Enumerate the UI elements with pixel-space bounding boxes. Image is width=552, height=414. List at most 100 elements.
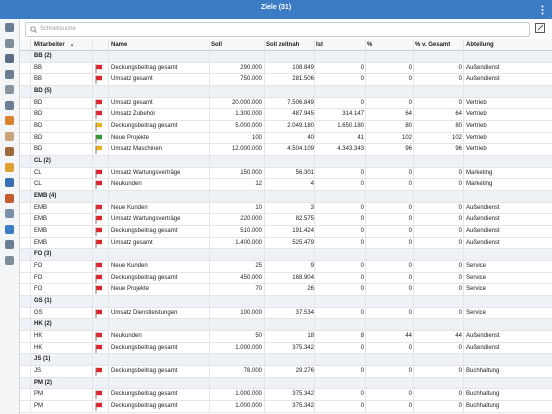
cell: BD: [34, 146, 43, 153]
cell: 9: [310, 263, 314, 270]
cell: 0: [408, 64, 412, 71]
cell: 0: [458, 309, 462, 316]
column-header[interactable]: %: [367, 42, 373, 48]
data-row[interactable]: BD Umsatz Zubehör 1.300.000 487.945 314.147 6…: [20, 109, 552, 121]
column-header[interactable]: Mitarbeiter: [34, 42, 65, 48]
cell: Neue Projekte: [111, 286, 150, 293]
data-row[interactable]: GS Umsatz Dienstleistungen 100.000 37.534 0 0…: [20, 308, 552, 320]
column-header[interactable]: Ist: [316, 42, 324, 48]
menu-button[interactable]: [541, 5, 544, 15]
cell: HK: [34, 344, 43, 351]
data-row[interactable]: FO Neue Projekte 70 26 0 0 0 Service: [20, 284, 552, 297]
cell: Service: [466, 274, 487, 281]
data-row[interactable]: EMB Umsatz Wartungsverträge 220.000 82.575 0…: [20, 214, 552, 227]
cell: 0: [360, 263, 364, 270]
nav-icon[interactable]: [5, 209, 14, 218]
data-row[interactable]: FO Neue Kunden 25 9 0 0 0 Service: [20, 261, 552, 273]
nav-icon[interactable]: [5, 255, 14, 265]
cell: Service: [466, 263, 487, 270]
cell: 450.000: [240, 274, 262, 281]
cell: 525.479: [292, 239, 314, 246]
column-header[interactable]: Name: [111, 42, 128, 48]
cell: Umsatz Wartungsverträge: [111, 216, 181, 223]
data-row[interactable]: BD Neue Projekte 100 40 41 102 102 Vertrieb: [20, 133, 552, 145]
cell: 100: [251, 134, 262, 141]
cell: Umsatz gesamt: [111, 99, 153, 106]
cell: 0: [408, 228, 412, 235]
nav-icon[interactable]: [5, 147, 14, 156]
nav-icon[interactable]: [5, 162, 14, 172]
data-row[interactable]: JS Deckungsbeitrag gesamt 78.000 29.276 0 0 0 B…: [20, 366, 552, 378]
cell: Buchhaltung: [466, 391, 500, 398]
expand-button[interactable]: [535, 23, 545, 33]
data-row[interactable]: PM Deckungsbeitrag gesamt 1.000.000 375.342…: [20, 401, 552, 413]
cell: Umsatz gesamt: [111, 76, 153, 83]
nav-icon[interactable]: [5, 69, 14, 79]
cell: Außendienst: [466, 228, 500, 235]
column-header[interactable]: % v. Gesamt: [415, 42, 451, 48]
cell: FO: [34, 286, 43, 293]
cell: 0: [458, 99, 462, 106]
column-divider: [108, 39, 109, 413]
data-row[interactable]: EMB Deckungsbeitrag gesamt 510.000 191.424 0…: [20, 226, 552, 238]
cell: PM: [34, 403, 43, 410]
nav-icon[interactable]: [5, 240, 14, 249]
status-flag: [95, 390, 102, 400]
cell: Buchhaltung: [466, 403, 500, 410]
data-row[interactable]: HK Deckungsbeitrag gesamt 1.000.000 375.342…: [20, 343, 552, 355]
column-header[interactable]: Soll: [211, 42, 223, 48]
data-row[interactable]: BB Umsatz gesamt 750.000 281.506 0 0 0 Außendie…: [20, 74, 552, 86]
cell: 0: [458, 344, 462, 351]
data-row[interactable]: CL Neukunden 12 4 0 0 0 Marketing: [20, 179, 552, 192]
nav-icon[interactable]: [5, 54, 14, 63]
data-row[interactable]: EMB Umsatz gesamt 1.400.000 525.479 0 0 0 Außen…: [20, 238, 552, 250]
cell: 0: [408, 391, 412, 398]
column-header[interactable]: Soll zeitnah: [266, 42, 300, 48]
cell: 0: [360, 274, 364, 281]
cell: 0: [408, 239, 412, 246]
cell: CL: [34, 181, 42, 188]
nav-icon[interactable]: [5, 224, 14, 234]
nav-icon[interactable]: [5, 178, 14, 187]
cell: 7.506.849: [287, 99, 314, 106]
cell: 20.000.000: [231, 99, 262, 106]
status-flag: [95, 110, 102, 120]
column-header[interactable]: Abteilung: [466, 42, 494, 48]
nav-icon[interactable]: [5, 23, 14, 32]
cell: BD: [34, 99, 43, 106]
cell: Vertrieb: [466, 111, 487, 118]
title-bar: Ziele (31): [0, 0, 552, 19]
data-row[interactable]: BB Deckungsbeitrag gesamt 290.000 108.849 0 0…: [20, 63, 552, 75]
data-row[interactable]: BD Umsatz Maschinen 12.000.000 4.504.109 4.3…: [20, 144, 552, 157]
search-placeholder: Schnellsuche: [40, 26, 76, 32]
data-row[interactable]: EMB Neue Kunden 10 3 0 0 0 Außendienst: [20, 203, 552, 215]
status-flag: [95, 145, 102, 155]
data-row[interactable]: FO Deckungsbeitrag gesamt 450.000 168.904 0 0…: [20, 273, 552, 285]
cell: 26: [307, 286, 314, 293]
data-row[interactable]: PM Deckungsbeitrag gesamt 1.000.000 375.342…: [20, 389, 552, 402]
nav-icon[interactable]: [5, 131, 14, 141]
nav-icon[interactable]: [5, 116, 14, 125]
nav-icon[interactable]: [5, 85, 14, 94]
data-row[interactable]: CL Umsatz Wartungsverträge 150.000 56.301 0 0…: [20, 168, 552, 180]
search-box[interactable]: Schnellsuche: [25, 22, 530, 37]
column-divider: [30, 39, 31, 413]
column-divider: [365, 39, 366, 413]
cell: Vertrieb: [466, 146, 487, 153]
data-row[interactable]: BD Deckungsbeitrag gesamt 5.000.000 2.049.1…: [20, 121, 552, 133]
cell: 44: [405, 333, 412, 340]
cell: 12: [255, 181, 262, 188]
cell: 44: [455, 333, 462, 340]
cell: 4.504.109: [287, 146, 314, 153]
data-row[interactable]: BD Umsatz gesamt 20.000.000 7.506.849 0 0 0 Ver…: [20, 98, 552, 110]
nav-icon[interactable]: [5, 38, 14, 48]
data-row[interactable]: HK Neukunden 50 18 8 44 44 Außendienst: [20, 331, 552, 343]
cell: Deckungsbeitrag gesamt: [111, 274, 178, 281]
cell: 12.000.000: [231, 146, 262, 153]
nav-icon[interactable]: [5, 100, 14, 110]
cell: Außendienst: [466, 333, 500, 340]
cell: 0: [408, 76, 412, 83]
cell: Neue Kunden: [111, 263, 148, 270]
nav-icon[interactable]: [5, 193, 14, 203]
cell: Neue Projekte: [111, 134, 150, 141]
